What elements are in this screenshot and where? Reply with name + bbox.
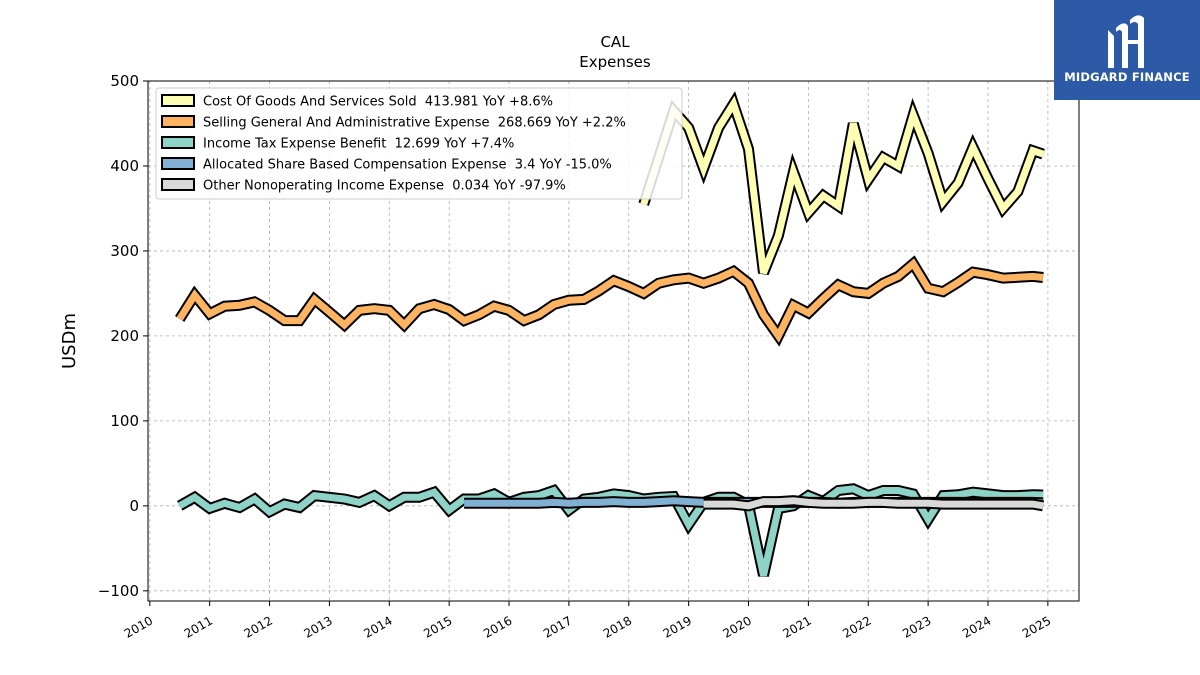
legend-label: Other Nonoperating Income Expense 0.034 … [203, 179, 566, 194]
x-tick-label: 2024 [960, 613, 993, 640]
legend-swatch [161, 115, 195, 128]
x-tick-label: 2020 [721, 613, 754, 640]
series-layer [175, 91, 1045, 577]
y-tick-label: 200 [110, 327, 139, 345]
x-tick-label: 2022 [840, 613, 873, 640]
series-line [640, 95, 1045, 275]
x-tick-label: 2019 [661, 613, 694, 640]
y-tick-label: 0 [129, 497, 139, 515]
x-tick-label: 2017 [541, 613, 574, 640]
legend-swatch [161, 94, 195, 107]
legend-label: Income Tax Expense Benefit 12.699 YoY +7… [203, 137, 514, 152]
legend-swatch [161, 136, 195, 149]
y-tick-label: 100 [110, 412, 139, 430]
legend-label: Allocated Share Based Compensation Expen… [203, 158, 612, 173]
x-tick-label: 2016 [481, 613, 514, 640]
y-tick-label: 300 [110, 242, 139, 260]
y-axis-label: USDm [59, 313, 80, 369]
y-tick-label: 500 [110, 72, 139, 90]
legend-swatch [161, 157, 195, 170]
x-tick-label: 2013 [301, 613, 334, 640]
x-tick-label: 2011 [182, 613, 215, 640]
brand-logo: MIDGARD FINANCE [1054, 0, 1200, 100]
x-tick-label: 2010 [122, 613, 155, 640]
legend-label: Cost Of Goods And Services Sold 413.981 … [203, 95, 553, 110]
legend: Cost Of Goods And Services Sold 413.981 … [155, 87, 683, 200]
legend-box [155, 87, 683, 200]
chart-title: CAL [600, 33, 630, 51]
x-tick-label: 2025 [1020, 613, 1053, 640]
series-line [177, 485, 1044, 577]
series-line [176, 258, 1044, 343]
x-tick-label: 2018 [601, 613, 634, 640]
plot-frame [147, 80, 1080, 602]
y-tick-label: −100 [98, 582, 139, 600]
chart-subtitle: Expenses [579, 53, 651, 71]
x-tick-label: 2015 [421, 613, 454, 640]
legend-swatch [161, 178, 195, 191]
logo-text: MIDGARD FINANCE [1064, 70, 1190, 84]
x-tick-label: 2023 [900, 613, 933, 640]
series-line [703, 497, 1044, 510]
x-tick-label: 2021 [780, 613, 813, 640]
y-tick-label: 400 [110, 157, 139, 175]
legend-label: Selling General And Administrative Expen… [203, 116, 626, 131]
x-tick-label: 2014 [361, 613, 394, 640]
logo-mark-icon [1108, 15, 1144, 68]
x-tick-label: 2012 [242, 613, 275, 640]
